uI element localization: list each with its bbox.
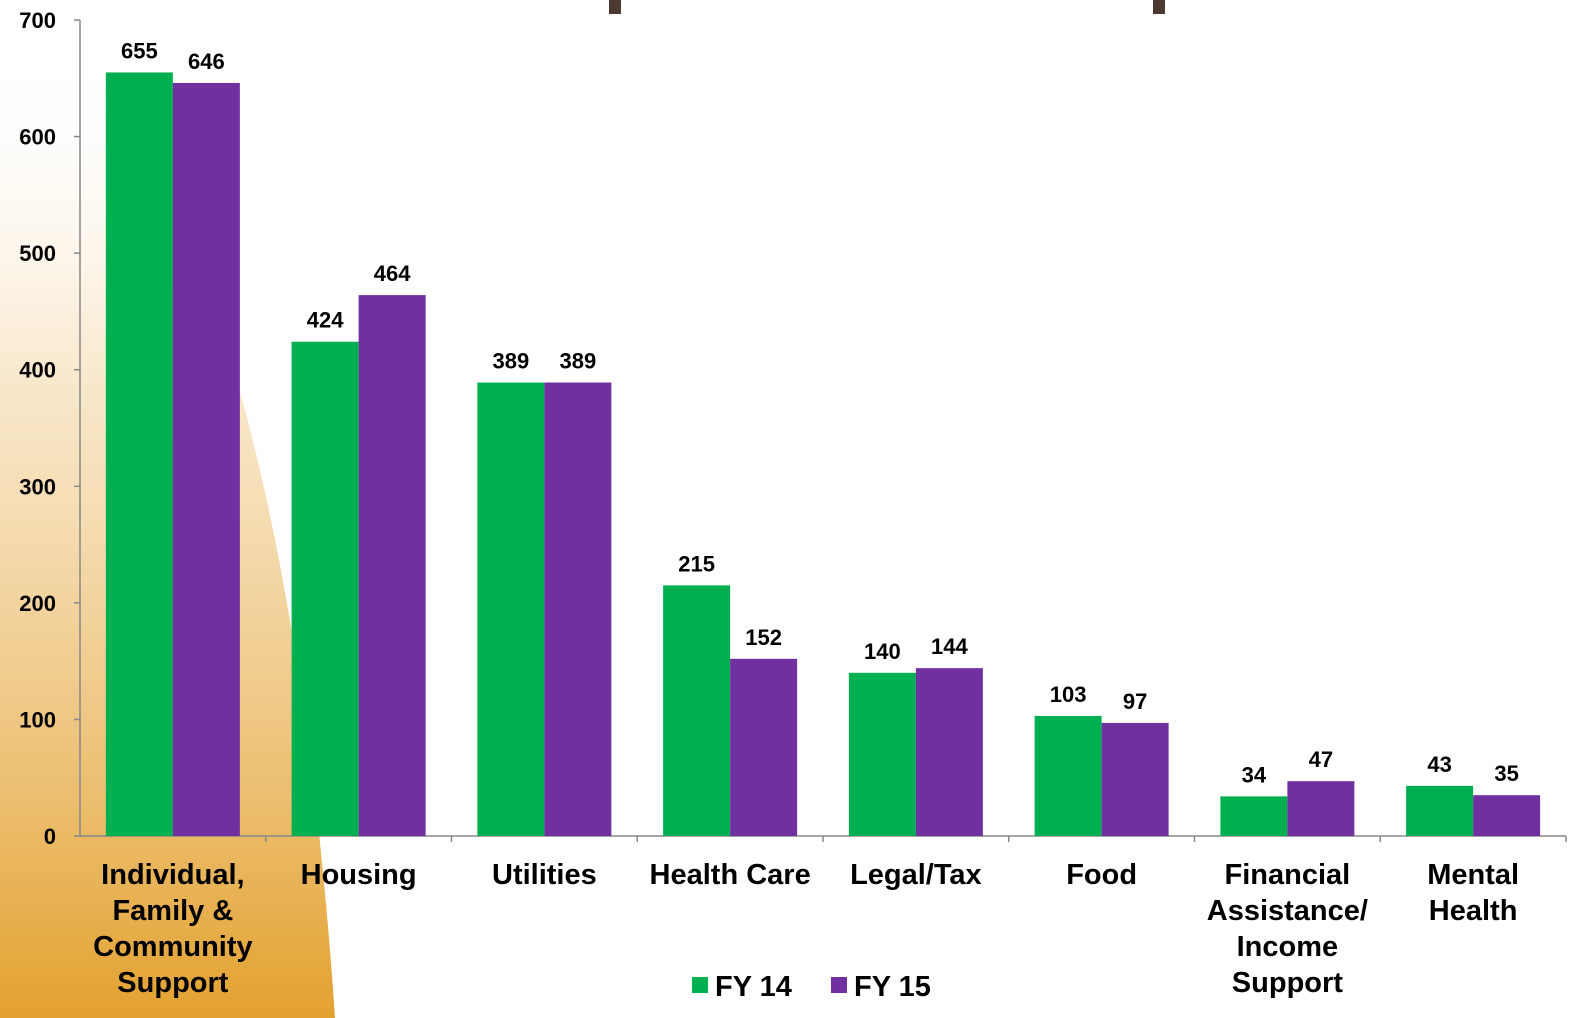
legend-label: FY 14 <box>715 971 792 1003</box>
data-label: 97 <box>1123 689 1147 714</box>
data-label: 140 <box>864 639 901 664</box>
chart-category-labels: Individual, Family & Community Support Housi… <box>93 859 1519 999</box>
data-label: 215 <box>678 551 715 576</box>
legend-swatch <box>831 977 847 993</box>
data-label: 35 <box>1494 761 1518 786</box>
bar-fy-14 <box>477 382 545 836</box>
data-label: 464 <box>374 261 411 286</box>
bar-fy-15 <box>172 82 240 837</box>
y-tick-label: 700 <box>19 8 56 33</box>
bar-fy-14 <box>105 72 173 836</box>
slide-accent-right <box>1153 0 1165 14</box>
bar-fy-14 <box>848 672 916 836</box>
y-tick-label: 400 <box>19 358 56 383</box>
bar-fy-15 <box>544 382 612 836</box>
y-tick-label: 0 <box>44 824 56 849</box>
bar-fy-14 <box>1034 715 1102 836</box>
data-label: 389 <box>493 349 530 374</box>
chart-bars <box>105 72 1541 837</box>
bar-fy-15 <box>915 668 983 836</box>
x-category-label: Housing <box>301 859 417 891</box>
bar-fy-14 <box>1220 796 1288 836</box>
chart-legend: FY 14 FY 15 <box>692 971 931 1003</box>
data-label: 47 <box>1309 747 1333 772</box>
x-category-label: Health Care <box>650 859 811 891</box>
data-label: 655 <box>121 38 158 63</box>
y-tick-label: 300 <box>19 474 56 499</box>
data-label: 646 <box>188 49 225 74</box>
legend-swatch <box>692 977 708 993</box>
data-label: 424 <box>307 308 344 333</box>
bar-fy-15 <box>730 658 798 836</box>
data-label: 34 <box>1242 762 1267 787</box>
y-tick-label: 600 <box>19 125 56 150</box>
slide-accent-left <box>609 0 621 14</box>
data-label: 144 <box>931 634 968 659</box>
data-label: 389 <box>560 349 597 374</box>
x-category-label: Mental Health <box>1427 859 1519 927</box>
bar-fy-15 <box>358 295 426 836</box>
bar-fy-15 <box>1473 795 1541 836</box>
chart-data-labels: 655 646 424 464 389 389 215 152 140 144 103 97 34 47 4… <box>121 38 1519 787</box>
bar-fy-15 <box>1101 722 1169 836</box>
bar-fy-14 <box>663 585 731 836</box>
x-category-label: Individual, Family & Community Support <box>93 859 253 999</box>
legend-label: FY 15 <box>854 971 931 1003</box>
x-category-label: Food <box>1066 859 1137 891</box>
bar-fy-14 <box>1406 785 1474 836</box>
data-label: 43 <box>1427 752 1451 777</box>
y-tick-label: 500 <box>19 241 56 266</box>
x-category-label: Utilities <box>492 859 597 891</box>
y-tick-label: 100 <box>19 707 56 732</box>
data-label: 152 <box>745 625 782 650</box>
y-tick-label: 200 <box>19 591 56 616</box>
data-label: 103 <box>1050 682 1087 707</box>
x-category-label: Financial Assistance/Income Support <box>1207 859 1368 999</box>
x-category-label: Legal/Tax <box>850 859 982 891</box>
bar-fy-14 <box>291 341 359 836</box>
bar-fy-15 <box>1287 781 1355 836</box>
